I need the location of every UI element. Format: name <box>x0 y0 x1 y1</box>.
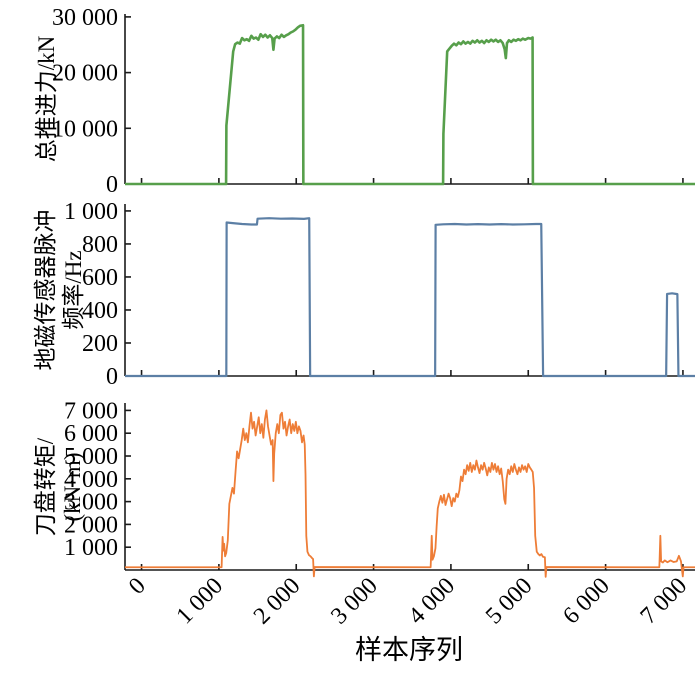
y-tick-label: 10 000 <box>52 116 118 142</box>
ylabel-torque-line2: (kN·m) <box>60 452 85 522</box>
x-tick-label: 3 000 <box>326 573 383 630</box>
y-tick-label: 4 000 <box>64 467 118 493</box>
x-tick-labels: 0 1 000 2 000 3 000 4 000 5 000 6 000 7 000 <box>124 573 692 630</box>
y-tick-label: 200 <box>82 331 118 357</box>
y-tick-label: 1 000 <box>64 199 118 225</box>
x-tick-label: 0 <box>124 573 151 600</box>
subplot-thrust: 0 10 000 20 000 30 000 <box>52 5 695 198</box>
y-tick-label: 1 000 <box>64 535 118 561</box>
y-tick-label: 0 <box>106 172 118 198</box>
y-tick-label: 6 000 <box>64 421 118 447</box>
y-tick-label: 30 000 <box>52 5 118 31</box>
x-tick-label: 2 000 <box>249 573 306 630</box>
torque-series-line <box>125 409 695 578</box>
y-tick-label: 0 <box>106 364 118 390</box>
y-tick-label: 3 000 <box>64 490 118 516</box>
y-tick-label: 2 000 <box>64 512 118 538</box>
y-tick-label: 800 <box>82 232 118 258</box>
y-tick-label: 400 <box>82 298 118 324</box>
frequency-series-line <box>125 217 695 378</box>
y-tick-label: 7 000 <box>64 398 118 424</box>
y-tick-label: 600 <box>82 265 118 291</box>
xaxis-title: 样本序列 <box>355 635 463 665</box>
thrust-series-line <box>125 23 695 186</box>
x-tick-label: 4 000 <box>404 573 461 630</box>
subplot-frequency: 0 200 400 600 800 1 000 <box>64 199 695 390</box>
x-tick-label: 1 000 <box>172 573 229 630</box>
x-tick-label: 7 000 <box>636 573 693 630</box>
y-tick-label: 20 000 <box>52 61 118 87</box>
x-tick-label: 6 000 <box>558 573 615 630</box>
x-tick-label: 5 000 <box>481 573 538 630</box>
y-tick-label: 5 000 <box>64 444 118 470</box>
ylabel-torque-line1: 刀盘转矩/ <box>33 437 58 537</box>
